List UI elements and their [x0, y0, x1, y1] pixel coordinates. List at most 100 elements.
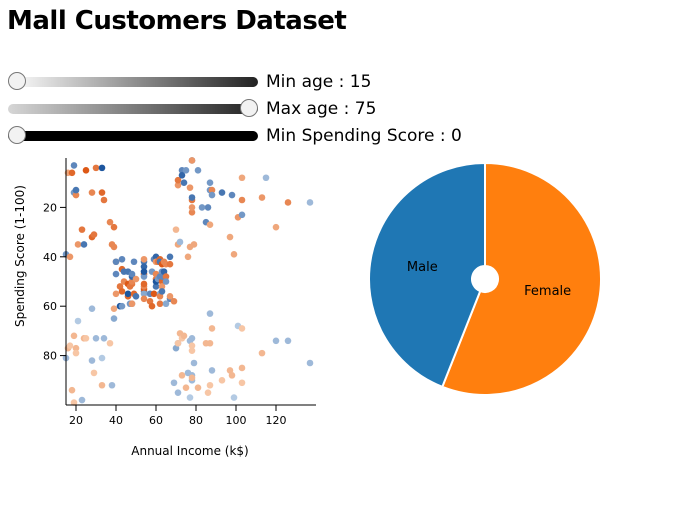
scatter-point — [72, 349, 80, 357]
scatter-point — [148, 302, 156, 310]
scatter-point — [110, 243, 118, 251]
scatter-point — [238, 364, 246, 372]
scatter-point — [160, 268, 168, 275]
scatter-point — [150, 290, 158, 298]
scatter-point — [140, 268, 148, 275]
x-tick-label: 100 — [226, 414, 247, 427]
scatter-point — [158, 288, 166, 295]
scatter-point — [174, 181, 182, 189]
scatter-point — [66, 342, 74, 350]
pie-slice-female — [440, 161, 602, 396]
scatter-point — [72, 186, 80, 194]
scatter-point — [206, 381, 214, 389]
scatter-point — [98, 381, 106, 389]
scatter-point — [258, 194, 266, 201]
scatter-point — [140, 295, 148, 303]
scatter-point — [218, 377, 226, 384]
scatter-point — [100, 335, 108, 342]
scatter-point — [140, 290, 148, 298]
scatter-point — [68, 169, 76, 177]
min-age-label: Min age : 15 — [266, 72, 372, 92]
scatter-point — [306, 199, 314, 206]
min-spending-score-slider-track[interactable] — [8, 131, 258, 141]
scatter-point — [188, 204, 196, 211]
scatter-point — [238, 379, 246, 387]
scatter-point — [128, 300, 136, 308]
scatter-point — [186, 394, 194, 401]
scatter-point — [174, 339, 182, 347]
x-axis-label: Annual Income (k$) — [131, 444, 248, 458]
y-tick-label: 40 — [43, 251, 57, 264]
scatter-point — [162, 300, 170, 308]
scatter-point — [208, 325, 216, 332]
scatter-point — [158, 283, 166, 290]
pie-chart: Female Male — [368, 161, 602, 396]
scatter-point — [98, 354, 106, 362]
scatter-point — [140, 273, 148, 280]
scatter-point — [80, 241, 88, 248]
scatter-point — [186, 184, 194, 191]
scatter-point — [66, 253, 74, 261]
min-age-slider-thumb[interactable] — [8, 72, 26, 90]
x-tick-label: 40 — [109, 414, 123, 427]
scatter-point — [188, 194, 196, 201]
scatter-point — [206, 179, 214, 186]
scatter-point — [198, 204, 206, 211]
scatter-point — [72, 191, 80, 199]
scatter-point — [110, 305, 118, 312]
x-tick-label: 80 — [189, 414, 203, 427]
scatter-point — [92, 164, 100, 172]
scatter-point — [206, 221, 214, 228]
scatter-point — [68, 386, 76, 394]
min-spending-score-slider-thumb[interactable] — [8, 126, 26, 144]
scatter-point — [176, 238, 184, 246]
scatter-point — [124, 290, 132, 298]
min-age-slider-track[interactable] — [8, 77, 258, 87]
scatter-point — [238, 174, 246, 182]
scatter-point — [228, 191, 236, 199]
scatter-point — [206, 339, 214, 347]
min-spending-score-slider[interactable]: Min Spending Score : 0 — [8, 125, 488, 147]
scatter-point — [194, 384, 202, 392]
scatter-point — [132, 293, 140, 300]
scatter-point — [206, 310, 214, 317]
x-tick-label: 20 — [69, 414, 83, 427]
scatter-point — [172, 226, 180, 233]
max-age-slider-track[interactable] — [8, 104, 258, 114]
scatter-point — [78, 396, 86, 404]
scatter-point — [110, 315, 118, 322]
scatter-points — [62, 157, 314, 406]
scatter-point — [166, 260, 174, 268]
pie-slice-male — [368, 161, 486, 389]
y-tick-label: 80 — [43, 350, 57, 363]
scatter-point — [262, 174, 270, 182]
scatter-point — [112, 270, 120, 278]
scatter-point — [88, 305, 96, 312]
max-age-slider-thumb[interactable] — [240, 99, 258, 117]
scatter-point — [130, 258, 138, 266]
scatter-point — [110, 223, 118, 231]
scatter-point — [82, 167, 90, 174]
scatter-point — [156, 293, 164, 300]
scatter-point — [190, 359, 198, 367]
scatter-point — [188, 209, 196, 216]
max-age-slider[interactable]: Max age : 75 — [8, 98, 488, 120]
scatter-point — [140, 255, 148, 263]
page-title: Mall Customers Dataset — [7, 6, 347, 36]
min-age-slider[interactable]: Min age : 15 — [8, 71, 488, 93]
scatter-point — [174, 389, 182, 396]
scatter-point — [112, 258, 120, 266]
scatter-point — [180, 179, 188, 186]
scatter-point — [230, 251, 238, 258]
scatter-point — [98, 189, 106, 196]
scatter-point — [90, 231, 98, 238]
pie-slices — [368, 161, 602, 396]
scatter-point — [118, 302, 126, 310]
scatter-point — [188, 342, 196, 350]
scatter-point — [162, 278, 170, 285]
scatter-point — [218, 189, 226, 196]
scatter-point — [140, 263, 148, 270]
scatter-point — [166, 253, 174, 261]
scatter-point — [180, 332, 188, 340]
scatter-point — [238, 325, 246, 332]
